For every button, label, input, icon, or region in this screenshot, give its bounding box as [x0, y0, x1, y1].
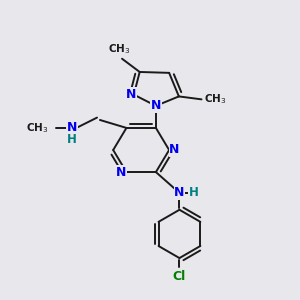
Text: N: N [151, 99, 161, 112]
Text: H: H [67, 133, 77, 146]
Text: N: N [169, 143, 180, 157]
Text: Cl: Cl [173, 270, 186, 283]
Text: N: N [116, 166, 126, 178]
Text: H: H [189, 186, 199, 199]
Text: N: N [126, 88, 136, 101]
Text: N: N [67, 122, 77, 134]
Text: CH$_3$: CH$_3$ [26, 121, 48, 135]
Text: CH$_3$: CH$_3$ [108, 42, 130, 56]
Text: N: N [174, 186, 184, 199]
Text: CH$_3$: CH$_3$ [205, 92, 227, 106]
